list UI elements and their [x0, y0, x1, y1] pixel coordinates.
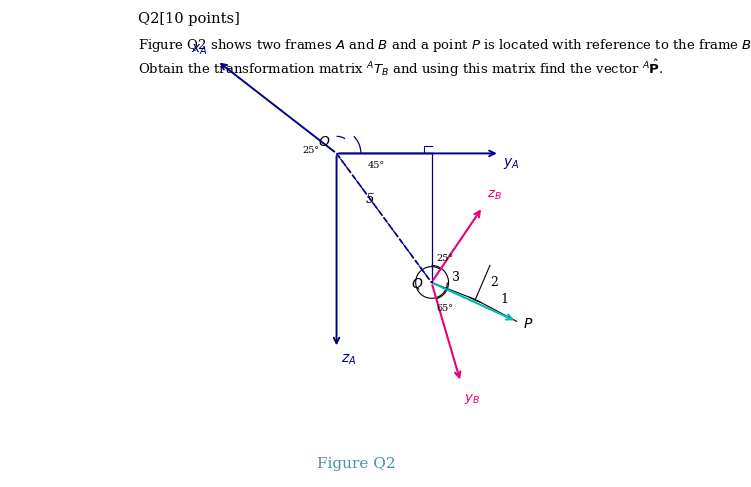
- Text: 2: 2: [490, 276, 498, 289]
- Text: 1: 1: [501, 293, 509, 306]
- Text: $O$: $O$: [318, 134, 330, 149]
- Text: $y_B$: $y_B$: [464, 392, 480, 406]
- Text: 65°: 65°: [436, 304, 454, 313]
- Text: $P$: $P$: [523, 317, 533, 331]
- Text: 25°: 25°: [303, 147, 319, 155]
- Text: 3: 3: [452, 271, 460, 284]
- Text: Obtain the transformation matrix ${}^AT_B$ and using this matrix find the vector: Obtain the transformation matrix ${}^AT_…: [138, 57, 664, 78]
- Text: 25°: 25°: [436, 254, 454, 263]
- Text: 5: 5: [365, 193, 373, 206]
- Text: $x_A$: $x_A$: [191, 43, 207, 57]
- Text: 45°: 45°: [368, 161, 385, 169]
- Text: Figure Q2: Figure Q2: [317, 457, 395, 470]
- Text: Q2[10 points]: Q2[10 points]: [138, 12, 240, 26]
- Text: $Q$: $Q$: [411, 276, 424, 291]
- Text: $z_B$: $z_B$: [487, 189, 502, 202]
- Text: Figure Q2 shows two frames $A$ and $B$ and a point $P$ is located with reference: Figure Q2 shows two frames $A$ and $B$ a…: [138, 37, 751, 54]
- Text: $y_A$: $y_A$: [503, 156, 520, 171]
- Text: $z_A$: $z_A$: [342, 353, 357, 368]
